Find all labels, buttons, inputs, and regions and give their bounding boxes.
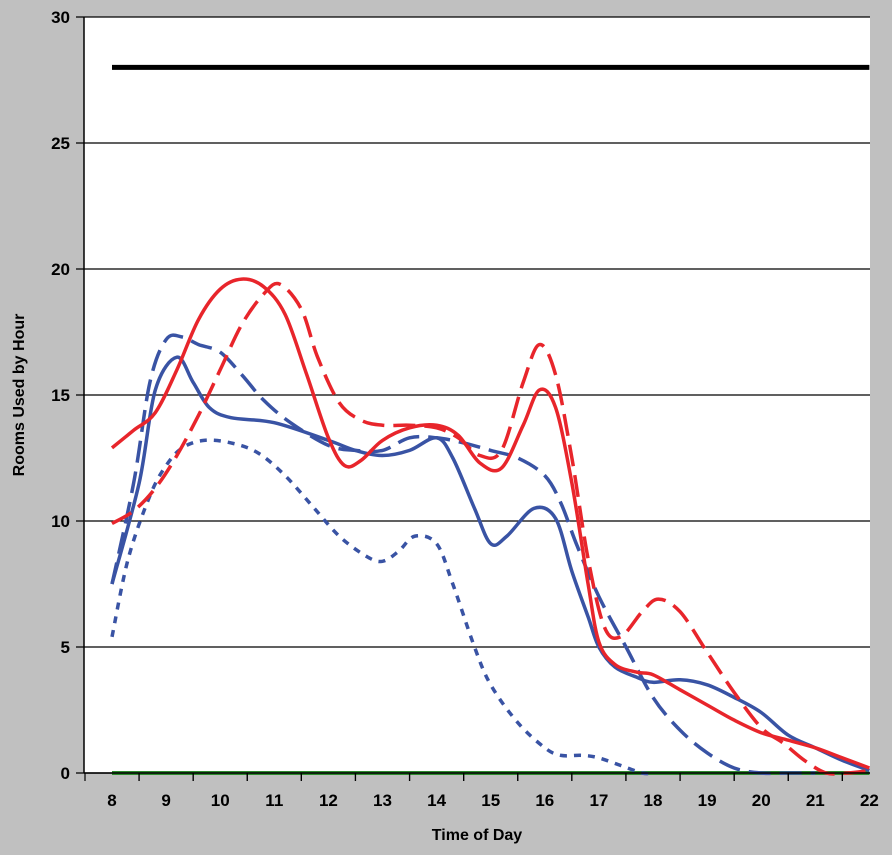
series-line-3 <box>110 355 871 773</box>
y-tick-label: 20 <box>51 260 70 279</box>
y-tick-labels: 0 5 10 15 20 25 30 <box>51 8 70 783</box>
x-tick-label: 15 <box>481 791 500 810</box>
x-tick-label: 17 <box>589 791 608 810</box>
x-tick-label: 21 <box>806 791 825 810</box>
x-tick-label: 19 <box>698 791 717 810</box>
y-tick-label: 30 <box>51 8 70 27</box>
x-tick-label: 12 <box>319 791 338 810</box>
x-tick-label: 16 <box>535 791 554 810</box>
series-line-5 <box>110 438 654 776</box>
axes <box>83 17 870 781</box>
x-tick-labels: 8 9 10 11 12 13 14 15 16 17 18 19 20 21 22 <box>107 791 879 810</box>
series-line-4 <box>110 333 816 776</box>
x-axis-title: Time of Day <box>432 827 523 844</box>
series-line-6 <box>110 277 871 770</box>
x-tick-label: 11 <box>265 791 283 810</box>
x-tick-label: 10 <box>211 791 230 810</box>
y-axis-title: Rooms Used by Hour <box>11 314 28 477</box>
x-tick-label: 20 <box>752 791 771 810</box>
x-tick-label: 13 <box>373 791 392 810</box>
y-tick-label: 10 <box>51 512 70 531</box>
series-line-7 <box>111 281 870 776</box>
x-tick-label: 8 <box>107 791 116 810</box>
y-tick-label: 15 <box>51 386 70 405</box>
y-tick-label: 5 <box>61 638 70 657</box>
y-tick-label: 0 <box>61 764 70 783</box>
x-tick-label: 18 <box>644 791 663 810</box>
x-tick-label: 22 <box>860 791 879 810</box>
x-tick-label: 9 <box>161 791 170 810</box>
y-tick-label: 25 <box>51 134 70 153</box>
x-tick-label: 14 <box>427 791 446 810</box>
